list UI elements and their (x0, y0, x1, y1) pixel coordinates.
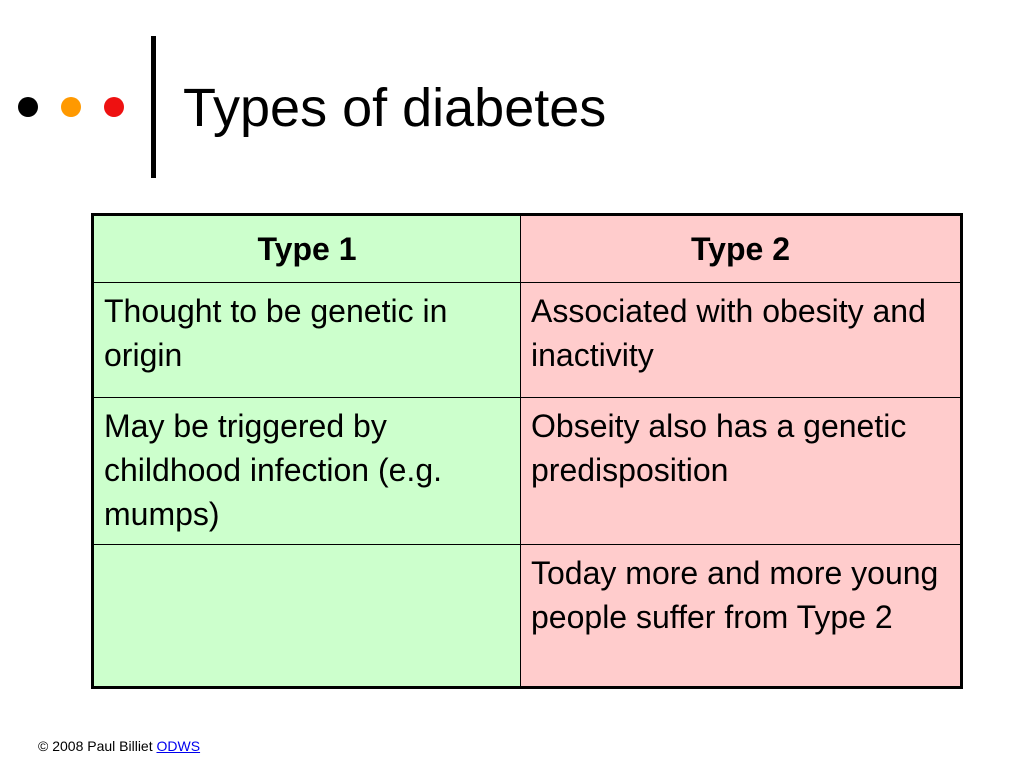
type-1-cell-empty (92, 544, 521, 688)
type-1-cell: May be triggered by childhood infection … (92, 397, 521, 545)
odws-link[interactable]: ODWS (156, 738, 201, 754)
slide-title: Types of diabetes (183, 78, 607, 138)
footer: © 2008 Paul Billiet ODWS (38, 737, 200, 755)
type-2-cell: Obseity also has a genetic predispositio… (520, 397, 962, 545)
type-2-cell: Associated with obesity and inactivity (520, 282, 962, 398)
type-1-cell: Thought to be genetic in origin (92, 282, 521, 398)
type-2-cell: Today more and more young people suffer … (520, 544, 962, 688)
black-bullet-dot (18, 97, 38, 117)
table-row: May be triggered by childhood infection … (92, 397, 962, 545)
table-row: Thought to be genetic in origin Associat… (92, 282, 962, 398)
table-header-row: Type 1 Type 2 (92, 214, 962, 283)
header-type-1: Type 1 (92, 214, 521, 283)
title-divider-line (151, 36, 156, 178)
header-type-2: Type 2 (520, 214, 962, 283)
diabetes-comparison-table: Type 1 Type 2 Thought to be genetic in o… (91, 213, 963, 689)
orange-bullet-dot (61, 97, 81, 117)
copyright-text: © 2008 Paul Billiet (38, 738, 153, 754)
red-bullet-dot (104, 97, 124, 117)
table-row: Today more and more young people suffer … (92, 544, 962, 688)
